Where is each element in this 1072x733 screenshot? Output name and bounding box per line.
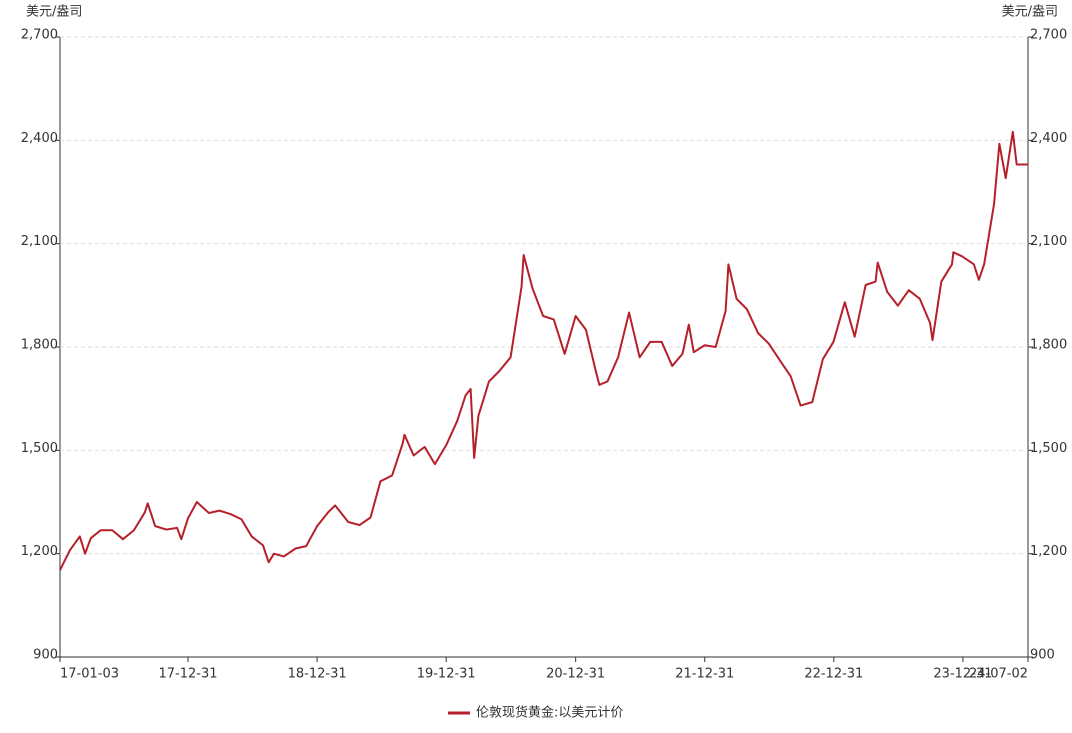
x-tick-label: 22-12-31	[804, 667, 863, 682]
x-tick-label: 17-01-03	[60, 667, 119, 682]
y2-tick-label: 2,400	[1030, 131, 1067, 146]
y2-tick-label: 1,800	[1030, 338, 1067, 353]
y-tick-label: 2,100	[21, 234, 58, 249]
y-tick-label: 1,200	[21, 544, 58, 559]
y2-tick-label: 2,100	[1030, 234, 1067, 249]
x-tick-label: 23-12-31	[933, 667, 992, 682]
y2-tick-label: 900	[1030, 648, 1055, 663]
x-tick-label: 24-07-02	[969, 667, 1028, 682]
x-tick-label: 21-12-31	[675, 667, 734, 682]
y2-tick-label: 2,700	[1030, 28, 1067, 43]
series-line	[59, 130, 1028, 571]
y2-tick-label: 1,200	[1030, 544, 1067, 559]
x-tick-label: 18-12-31	[288, 667, 347, 682]
y2-unit: 美元/盎司	[1002, 5, 1058, 20]
y-tick-label: 900	[33, 648, 58, 663]
x-tick-label: 17-12-31	[159, 667, 218, 682]
y-tick-label: 2,700	[21, 28, 58, 43]
y2-tick-label: 1,500	[1030, 441, 1067, 456]
x-tick-label: 19-12-31	[417, 667, 476, 682]
y-unit: 美元/盎司	[26, 5, 82, 20]
y-tick-label: 1,500	[21, 441, 58, 456]
y-tick-label: 1,800	[21, 338, 58, 353]
legend-label: 伦敦现货黄金:以美元计价	[476, 705, 623, 721]
y-tick-label: 2,400	[21, 131, 58, 146]
x-tick-label: 20-12-31	[546, 667, 605, 682]
